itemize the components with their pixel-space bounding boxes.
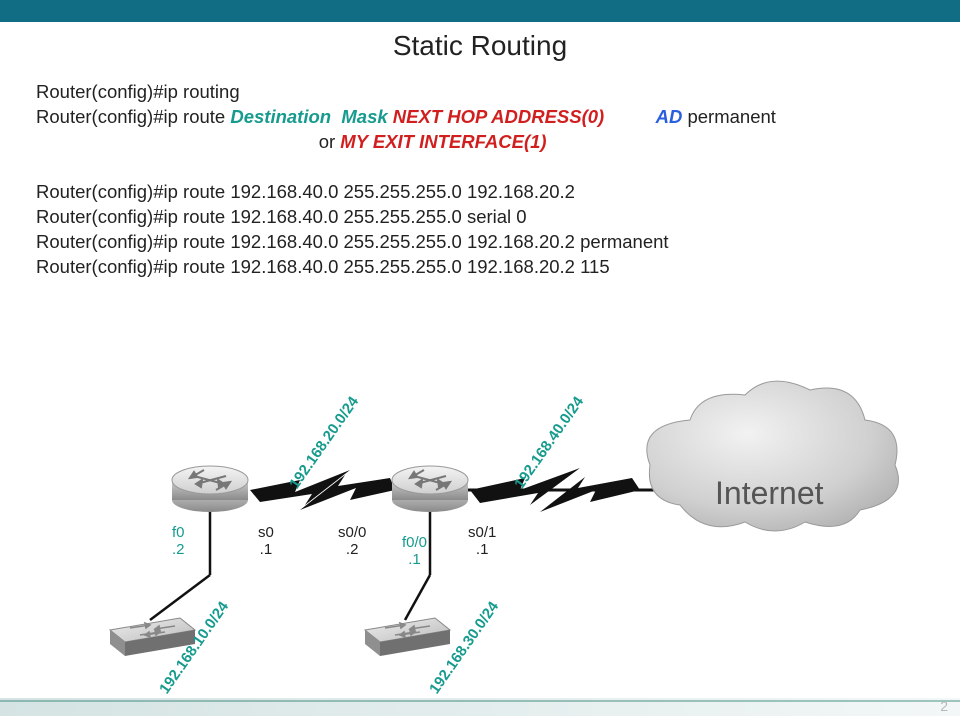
router-2-icon xyxy=(392,466,468,512)
cfg-l2-ad: AD xyxy=(656,106,683,127)
cfg-l2-spacer xyxy=(604,106,655,127)
cfg-l2-prefix: Router(config)#ip route xyxy=(36,106,230,127)
iface-s00-2: s0/0 .2 xyxy=(338,524,366,559)
slide-number: 2 xyxy=(940,698,948,714)
switch-2-icon xyxy=(365,618,450,656)
iface-s0-1: s0 .1 xyxy=(258,524,274,559)
iface-f00-1: f0/0 .1 xyxy=(402,534,427,569)
cfg-line-1: Router(config)#ip routing xyxy=(36,80,240,105)
link-r2-sw2 xyxy=(405,575,430,620)
footer-bar xyxy=(0,698,960,716)
router-1-icon xyxy=(172,466,248,512)
cfg-example-2: Router(config)#ip route 192.168.40.0 255… xyxy=(36,205,527,230)
subnet-label-20: 192.168.20.0/24 xyxy=(286,393,362,492)
cloud-label: Internet xyxy=(715,475,824,512)
top-bar xyxy=(0,0,960,22)
cfg-example-4: Router(config)#ip route 192.168.40.0 255… xyxy=(36,255,610,280)
cfg-line-2: Router(config)#ip route Destination Mask… xyxy=(36,105,776,130)
subnet-label-40: 192.168.40.0/24 xyxy=(511,393,587,492)
link-r1-r2 xyxy=(250,470,395,510)
slide-title: Static Routing xyxy=(0,30,960,62)
link-r2-cloud xyxy=(468,468,678,512)
subnet-label-30: 192.168.30.0/24 xyxy=(426,598,502,697)
iface-s01-1: s0/1 .1 xyxy=(468,524,496,559)
subnet-label-10: 192.168.10.0/24 xyxy=(156,598,232,697)
cfg-l2-perm: permanent xyxy=(682,106,776,127)
cfg-l3-exit: MY EXIT INTERFACE(1) xyxy=(340,131,546,152)
cfg-l3-indent: or xyxy=(36,131,340,152)
cfg-l2-next: NEXT HOP ADDRESS(0) xyxy=(388,106,605,127)
cfg-l2-mask: Mask xyxy=(331,106,388,127)
iface-f0-2: f0 .2 xyxy=(172,524,185,559)
link-r1-sw1 xyxy=(150,575,210,620)
cfg-example-1: Router(config)#ip route 192.168.40.0 255… xyxy=(36,180,575,205)
cfg-l2-dest: Destination xyxy=(230,106,331,127)
cfg-example-3: Router(config)#ip route 192.168.40.0 255… xyxy=(36,230,669,255)
cfg-line-3: or MY EXIT INTERFACE(1) xyxy=(36,130,547,155)
